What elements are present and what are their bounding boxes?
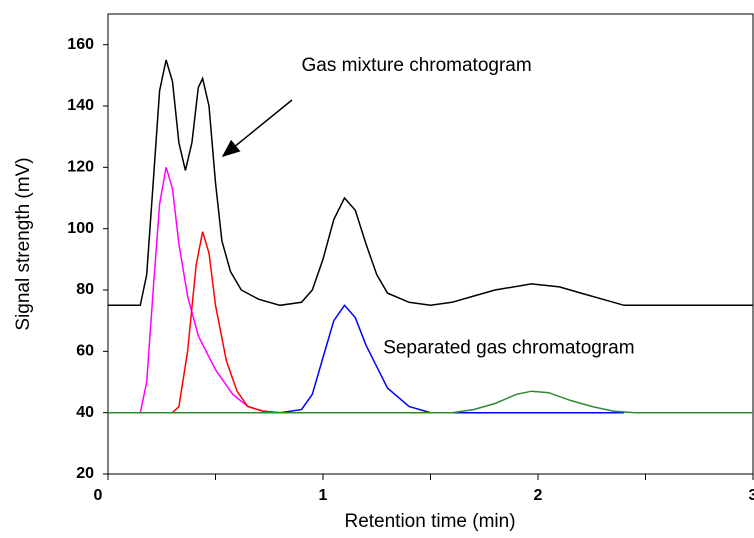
line-series <box>108 59 753 307</box>
line-series <box>171 231 281 414</box>
line-series <box>108 167 281 414</box>
y-tick-label: 80 <box>76 281 94 298</box>
x-tick-label: 0 <box>94 487 103 504</box>
y-tick-label: 160 <box>67 36 94 53</box>
x-axis-label: Retention time (min) <box>344 511 515 532</box>
y-axis-label: Signal strength (mV) <box>13 157 34 330</box>
annotation: Separated gas chromatogram <box>383 337 634 358</box>
x-tick-label: 3 <box>749 487 754 504</box>
y-tick-label: 60 <box>76 343 94 360</box>
y-tick-label: 120 <box>67 159 94 176</box>
y-tick-label: 20 <box>76 465 94 482</box>
y-tick-label: 140 <box>67 97 94 114</box>
x-tick-label: 2 <box>534 487 543 504</box>
plot-frame <box>107 13 754 475</box>
y-tick-label: 100 <box>67 220 94 237</box>
annotation-arrow <box>221 99 293 157</box>
line-series <box>279 304 624 414</box>
y-tick-label: 40 <box>76 404 94 421</box>
annotation: Gas mixture chromatogram <box>302 55 532 76</box>
line-series <box>108 390 753 414</box>
x-tick-label: 1 <box>319 487 328 504</box>
